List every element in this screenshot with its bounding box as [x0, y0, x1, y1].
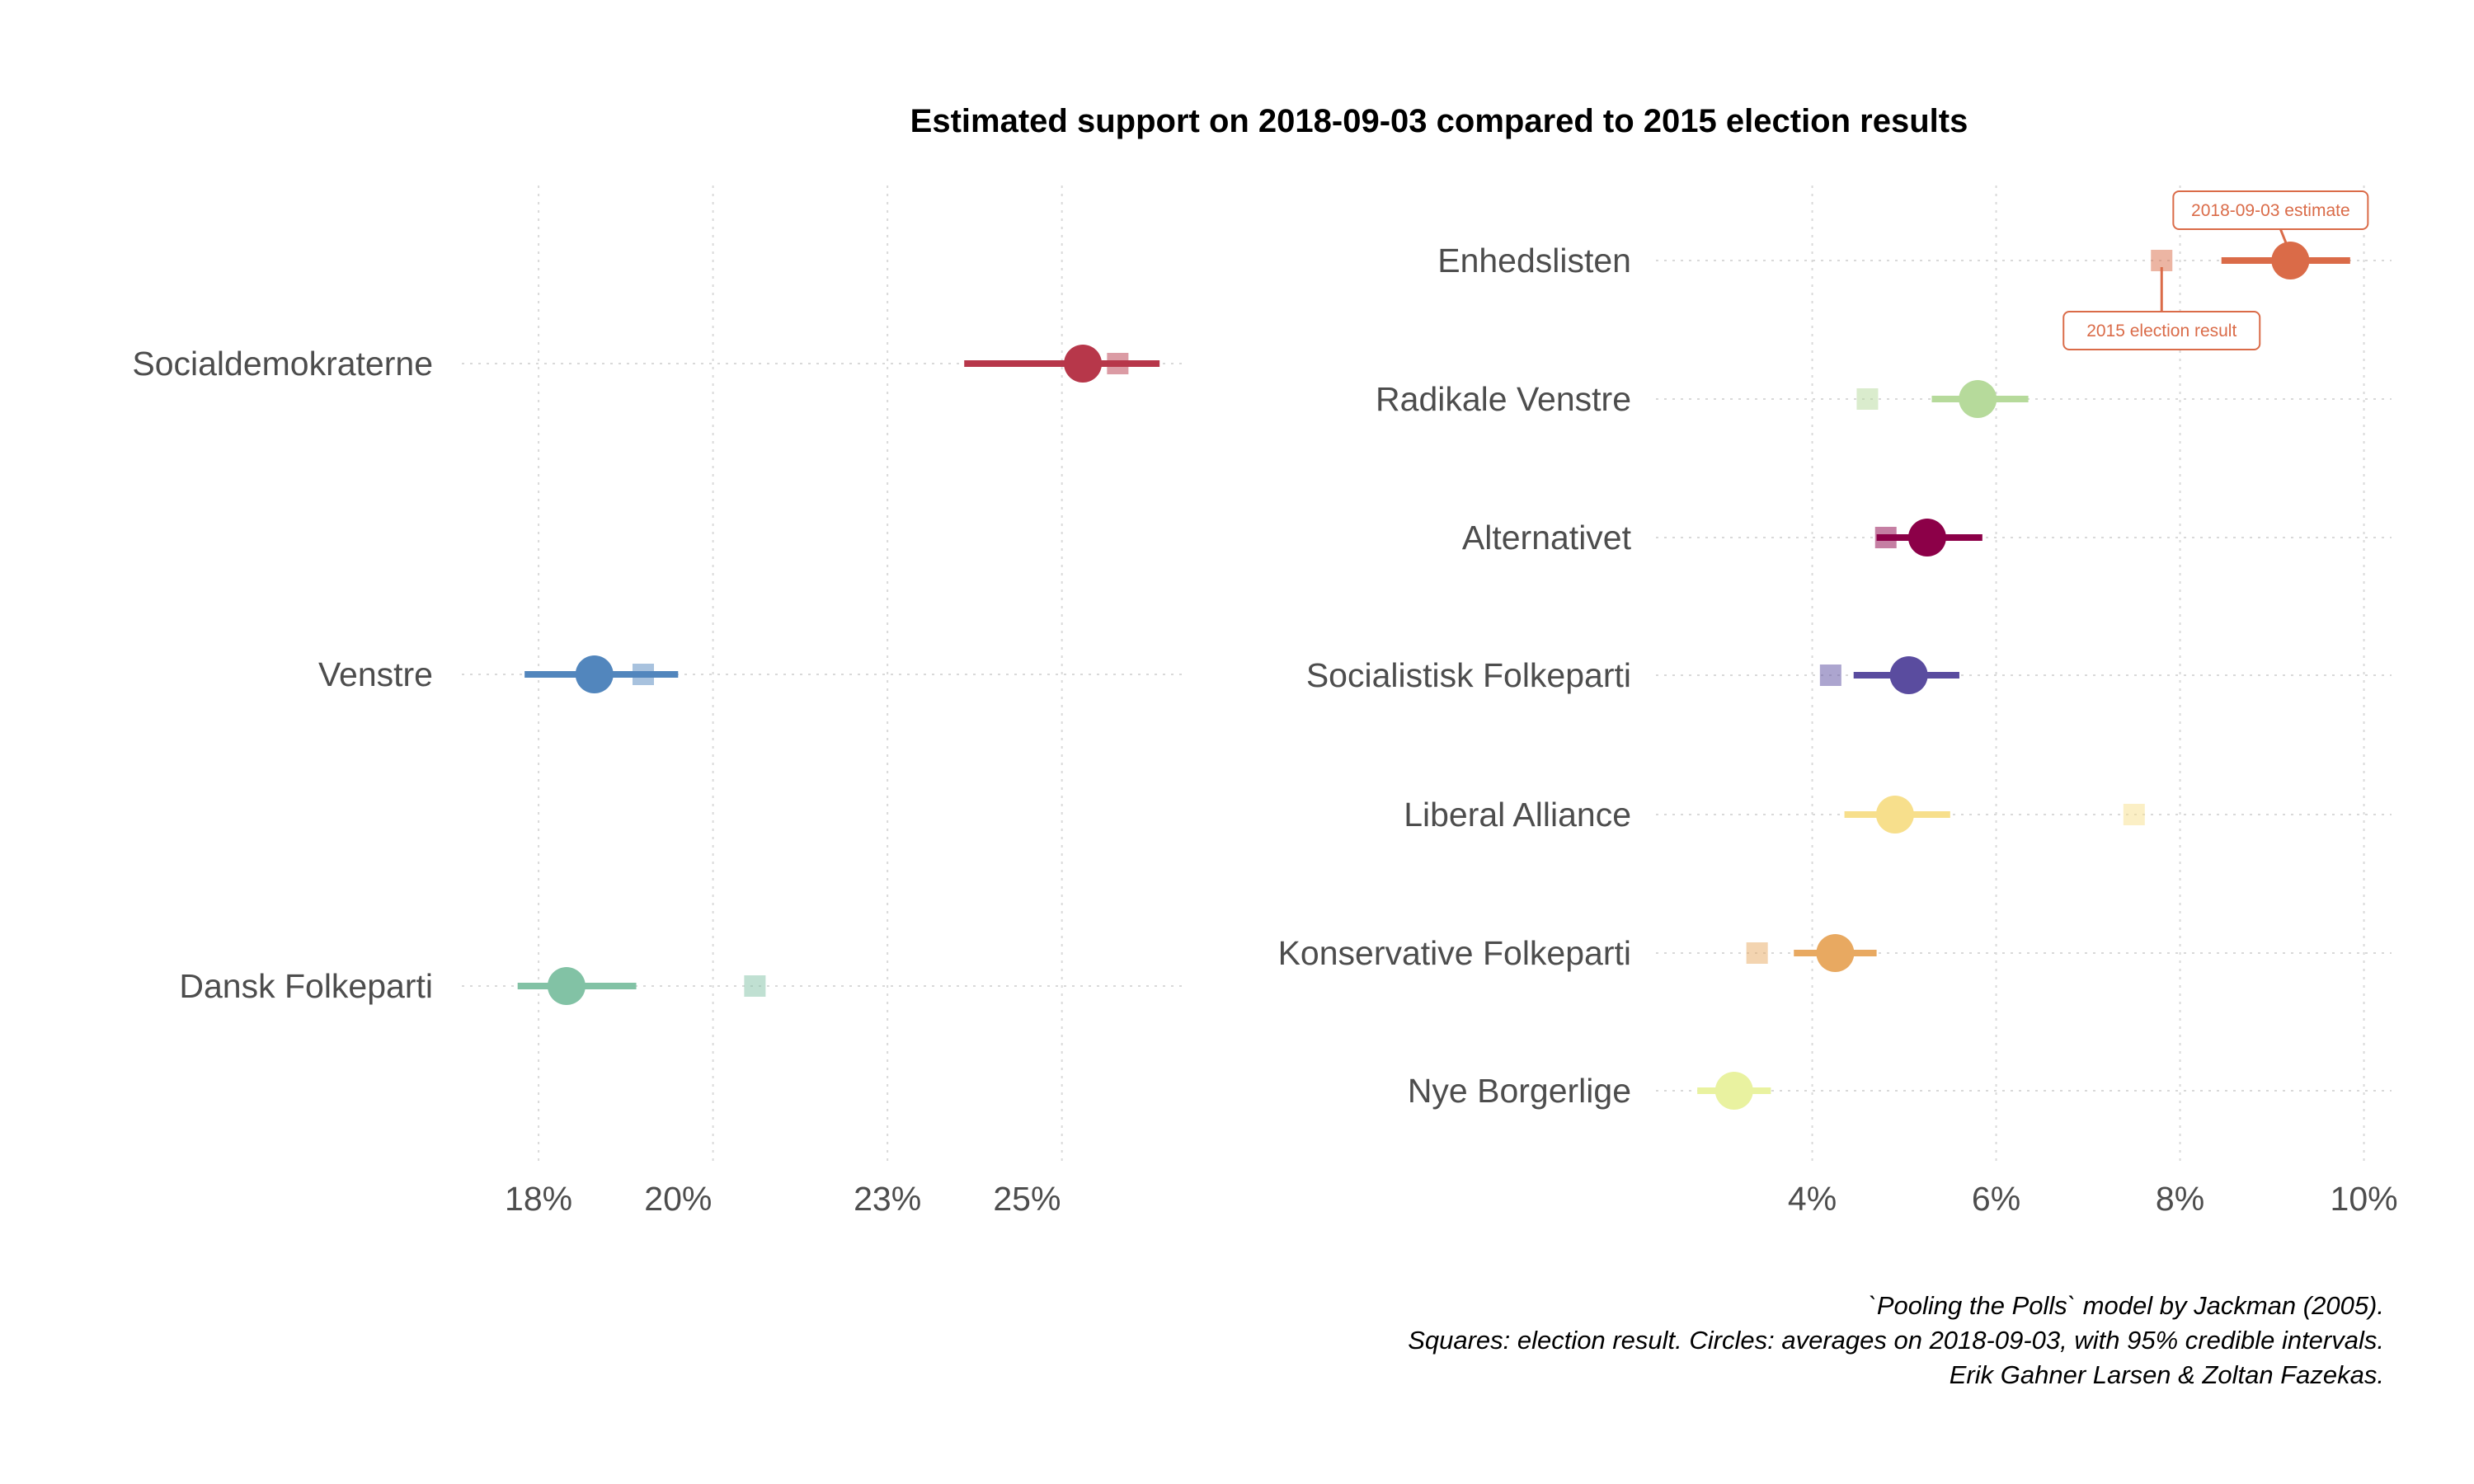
- election-annotation: 2015 election result: [2062, 267, 2261, 350]
- caption-line-2: Squares: election result. Circles: avera…: [1408, 1326, 2384, 1355]
- x-tick-label: 6%: [1972, 1180, 2020, 1218]
- estimate-point: [1889, 656, 1928, 694]
- election-result-square: [1819, 665, 1841, 686]
- x-tick-label: 23%: [854, 1180, 921, 1218]
- x-tick-label: 8%: [2156, 1180, 2204, 1218]
- panel-1: 18% 20% 23% 25% Socialdemokraterne Venstre Dan…: [132, 186, 1188, 1218]
- x-tick-label: 18%: [505, 1180, 572, 1218]
- category-label: Dansk Folkeparti: [179, 967, 433, 1005]
- caption-line-3: Erik Gahner Larsen & Zoltan Fazekas.: [1950, 1360, 2384, 1389]
- estimate-point: [1714, 1072, 1753, 1110]
- estimate-point: [1959, 380, 1997, 418]
- estimate-point: [1816, 934, 1855, 972]
- panel-2: 4% 6% 8% 10% Enhedslisten Radikale Venstre Alt…: [1278, 186, 2398, 1218]
- estimate-point: [1875, 796, 1914, 834]
- category-label: Liberal Alliance: [1404, 796, 1631, 834]
- election-result-square: [633, 664, 654, 685]
- election-result-square: [1874, 527, 1897, 548]
- category-label: Alternativet: [1462, 519, 1632, 556]
- estimate-point: [547, 967, 586, 1005]
- category-label: Venstre: [318, 655, 433, 693]
- election-result-square: [1746, 942, 1768, 964]
- category-label: Nye Borgerlige: [1408, 1072, 1631, 1110]
- election-result-square: [1107, 353, 1129, 374]
- election-annotation-label: 2015 election result: [2086, 322, 2236, 340]
- estimate-point: [1064, 345, 1103, 383]
- x-tick-label: 10%: [2331, 1180, 2398, 1218]
- election-result-square: [1856, 388, 1879, 410]
- estimate-annotation: 2018-09-03 estimate: [2172, 190, 2369, 255]
- election-result-square: [2123, 804, 2145, 825]
- estimate-point: [1907, 519, 1946, 556]
- caption-line-1: `Pooling the Polls` model by Jackman (20…: [1869, 1291, 2384, 1320]
- category-label: Socialistisk Folkeparti: [1306, 656, 1631, 694]
- category-label: Enhedslisten: [1437, 242, 1631, 279]
- chart-title: Estimated support on 2018-09-03 compared…: [910, 103, 1968, 139]
- x-tick-label: 25%: [993, 1180, 1061, 1218]
- category-label: Radikale Venstre: [1376, 380, 1631, 418]
- election-result-square: [744, 975, 766, 997]
- estimate-point: [575, 655, 614, 693]
- x-tick-label: 4%: [1788, 1180, 1837, 1218]
- category-label: Socialdemokraterne: [132, 345, 433, 383]
- estimate-point: [2271, 242, 2310, 279]
- category-label: Konservative Folkeparti: [1278, 934, 1631, 972]
- x-tick-label: 20%: [644, 1180, 712, 1218]
- estimate-annotation-label: 2018-09-03 estimate: [2191, 201, 2350, 220]
